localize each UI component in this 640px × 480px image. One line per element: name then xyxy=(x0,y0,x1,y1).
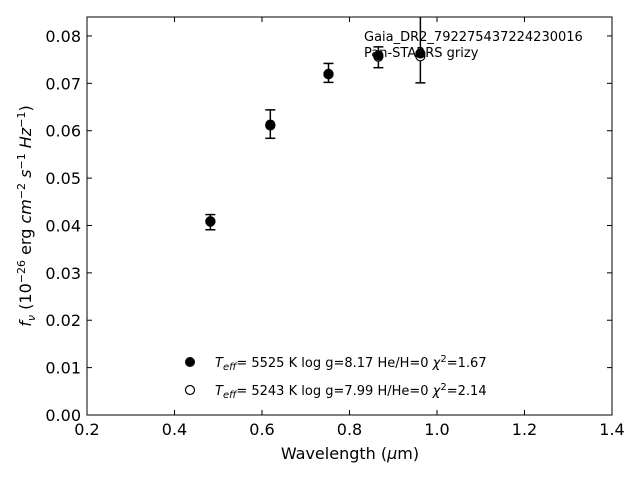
legend-2-chi2: =2.14 xyxy=(447,384,487,399)
model-point-filled xyxy=(323,68,334,79)
y-tick-label: 0.01 xyxy=(45,359,81,378)
legend-entry-2: Teff= 5243 K log g=7.99 H/He=0 χ2=2.14 xyxy=(215,382,487,401)
model-point-filled xyxy=(415,48,426,59)
legend-2-comp: H/He=0 xyxy=(377,384,428,399)
y-tick-label: 0.06 xyxy=(45,122,81,141)
legend-entry-1: Teff= 5525 K log g=8.17 He/H=0 χ2=1.67 xyxy=(215,354,487,373)
y-axis-title: fν (10−26 erg cm−2 s−1 Hz−1) xyxy=(15,105,38,326)
y-tick-label: 0.03 xyxy=(45,264,81,283)
legend-2-teff: 5243 K xyxy=(251,384,297,399)
annotation-survey: Pan-STARRS grizy xyxy=(364,46,479,61)
plot-frame xyxy=(86,16,613,416)
x-tick-label: 0.4 xyxy=(162,420,187,439)
model-point-filled xyxy=(373,50,384,61)
y-tick-label: 0.08 xyxy=(45,27,81,46)
x-tick-label: 0.6 xyxy=(249,420,274,439)
annotation-object-id: Gaia_DR2_792275437224230016 xyxy=(364,30,583,45)
legend-marker-open xyxy=(184,384,196,396)
y-tick-label: 0.00 xyxy=(45,406,81,425)
x-axis-title: Wavelength (μm) xyxy=(281,444,419,463)
data-points xyxy=(205,48,426,227)
model-point-filled xyxy=(205,216,216,227)
y-tick-label: 0.05 xyxy=(45,169,81,188)
legend: Teff= 5525 K log g=8.17 He/H=0 χ2=1.67 T… xyxy=(184,354,487,401)
legend-1-comp: He/H=0 xyxy=(377,356,428,371)
plot-area xyxy=(87,17,612,415)
x-tick-label: 0.2 xyxy=(74,420,99,439)
x-tick-label: 1.2 xyxy=(512,420,537,439)
model-point-filled xyxy=(265,119,276,130)
y-tick-label: 0.02 xyxy=(45,311,81,330)
x-tick-label: 1.0 xyxy=(424,420,449,439)
y-tick-label: 0.04 xyxy=(45,216,81,235)
legend-2-logg: log g=7.99 xyxy=(301,384,373,399)
x-tick-label: 1.4 xyxy=(599,420,624,439)
axis-ticks: 0.2 0.4 0.6 0.8 1.0 1.2 1.4 0.00 0.01 0.02 0.03 0.0… xyxy=(45,17,625,439)
legend-1-teff: 5525 K xyxy=(251,356,297,371)
legend-1-logg: log g=8.17 xyxy=(301,356,373,371)
y-tick-label: 0.07 xyxy=(45,74,81,93)
x-tick-label: 0.8 xyxy=(337,420,362,439)
legend-marker-filled xyxy=(185,357,195,367)
legend-1-chi2: =1.67 xyxy=(447,356,487,371)
